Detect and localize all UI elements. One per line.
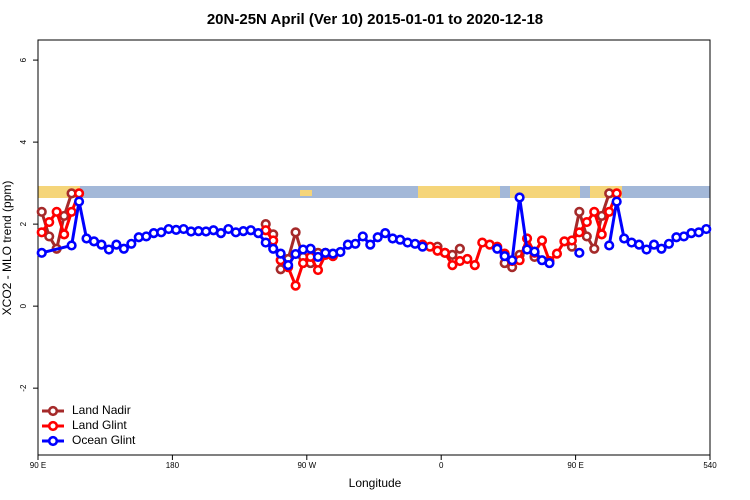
y-tick-label: -2 xyxy=(19,384,28,392)
data-point xyxy=(357,231,368,242)
y-tick-label: 2 xyxy=(19,221,28,226)
data-point xyxy=(312,251,324,263)
plot-frame xyxy=(37,39,711,456)
data-point xyxy=(335,246,346,258)
data-point xyxy=(641,244,652,255)
data-point xyxy=(574,247,585,258)
data-point xyxy=(574,227,585,238)
data-point xyxy=(297,257,309,269)
data-point xyxy=(283,260,294,271)
data-point xyxy=(566,235,577,246)
data-point xyxy=(66,206,77,217)
data-point xyxy=(253,228,264,239)
data-point xyxy=(51,206,62,217)
data-point xyxy=(417,241,428,252)
data-point xyxy=(59,229,70,240)
data-point xyxy=(596,229,607,240)
data-point xyxy=(544,257,555,269)
legend-label: Land Nadir xyxy=(72,403,131,417)
data-point xyxy=(574,206,585,217)
data-point xyxy=(469,260,480,271)
data-point xyxy=(492,243,503,254)
legend-swatch xyxy=(47,405,59,417)
data-point xyxy=(454,243,465,254)
data-point xyxy=(372,232,383,243)
data-point xyxy=(439,247,451,258)
y-tick-label: 6 xyxy=(19,57,28,62)
data-point xyxy=(111,239,122,250)
data-point xyxy=(447,260,458,271)
y-tick-label: 4 xyxy=(19,139,28,144)
x-tick-label: 180 xyxy=(166,461,180,470)
data-point xyxy=(260,237,271,248)
data-point xyxy=(66,240,77,251)
data-point xyxy=(290,248,301,260)
data-point xyxy=(589,206,600,217)
data-point xyxy=(275,248,286,259)
x-tick-label: 90 E xyxy=(567,461,583,470)
data-point xyxy=(305,243,316,254)
data-point xyxy=(648,239,660,250)
legend-swatch xyxy=(47,420,59,432)
data-point xyxy=(604,240,615,251)
data-point xyxy=(663,238,675,249)
data-point xyxy=(365,239,376,250)
data-point xyxy=(581,216,592,228)
data-point xyxy=(350,238,361,249)
data-point xyxy=(312,264,324,276)
data-point xyxy=(656,243,667,254)
data-point xyxy=(604,206,615,217)
data-point xyxy=(73,196,85,207)
chart-title: 20N-25N April (Ver 10) 2015-01-01 to 202… xyxy=(207,11,543,28)
x-tick-label: 90 W xyxy=(297,461,316,470)
data-point xyxy=(103,244,115,255)
data-point xyxy=(619,233,630,244)
data-point xyxy=(536,235,548,246)
x-axis-label: Longitude xyxy=(349,476,402,490)
y-tick-label: 0 xyxy=(19,303,28,308)
data-point xyxy=(215,228,227,239)
data-point xyxy=(73,188,85,199)
data-point xyxy=(96,239,107,250)
data-point xyxy=(611,188,622,199)
x-tick-label: 540 xyxy=(703,461,717,470)
legend-swatch xyxy=(47,435,59,447)
data-point xyxy=(551,248,563,259)
x-tick-label: 90 E xyxy=(30,461,46,470)
data-point xyxy=(462,253,473,265)
data-point xyxy=(596,210,607,222)
data-point xyxy=(701,223,712,235)
land-mask-band xyxy=(38,186,710,198)
data-point xyxy=(589,243,600,254)
legend-label: Ocean Glint xyxy=(72,433,136,447)
data-point xyxy=(611,196,622,207)
legend-label: Land Glint xyxy=(72,418,127,432)
data-point xyxy=(507,255,518,266)
data-point xyxy=(36,206,47,217)
data-point xyxy=(268,243,279,254)
data-point xyxy=(290,280,301,291)
x-tick-label: 0 xyxy=(439,461,444,470)
data-point xyxy=(380,228,391,239)
y-axis-label: XCO2 - MLO trend (ppm) xyxy=(0,181,14,316)
data-point xyxy=(44,231,55,242)
data-point xyxy=(126,238,137,249)
data-point xyxy=(633,239,645,250)
data-point xyxy=(514,192,525,203)
data-point xyxy=(36,227,47,238)
data-point xyxy=(499,251,510,262)
data-point xyxy=(44,216,55,228)
data-point xyxy=(36,247,47,258)
data-point xyxy=(581,231,592,242)
data-point xyxy=(529,246,540,257)
data-point xyxy=(290,227,301,238)
data-point xyxy=(118,243,129,254)
data-point xyxy=(59,210,70,222)
